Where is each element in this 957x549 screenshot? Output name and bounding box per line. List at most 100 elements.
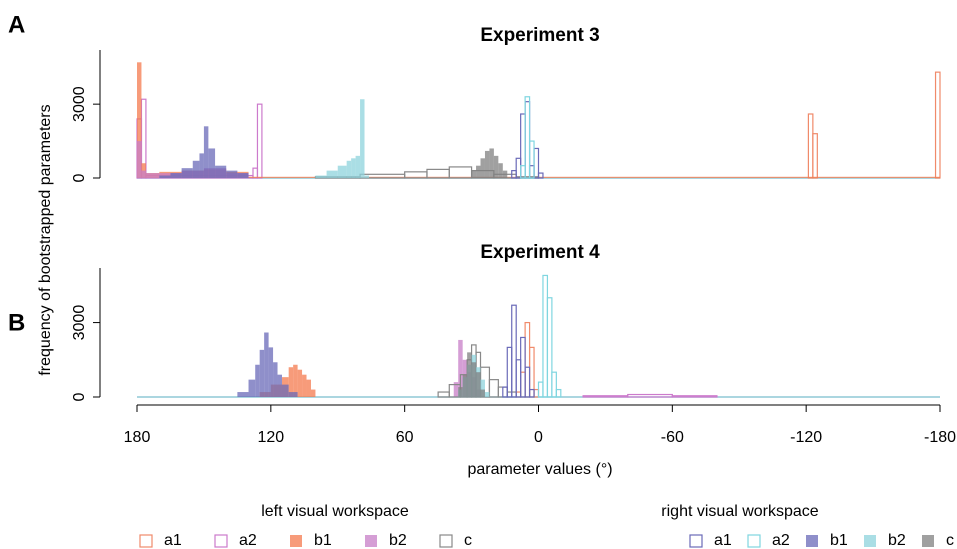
x-axis-label: parameter values (°) — [467, 461, 612, 478]
legend-title: right visual workspace — [661, 503, 819, 520]
legend-swatch — [214, 534, 228, 548]
x-tick-label: -180 — [924, 429, 956, 446]
histogram-bar — [355, 155, 361, 178]
histogram-bar — [237, 173, 249, 178]
histogram-bar — [159, 175, 171, 178]
histogram-bar — [346, 160, 352, 178]
legend-label: b2 — [389, 532, 407, 549]
histogram-bar — [671, 395, 718, 398]
histogram-bar — [537, 172, 544, 179]
y-tick-label: 3000 — [71, 305, 88, 341]
histogram-bar — [480, 158, 485, 178]
histogram-bar — [471, 170, 477, 178]
legend-swatch — [139, 534, 153, 548]
histogram-bar — [256, 103, 263, 179]
histogram-bar — [807, 113, 814, 179]
histogram-bar — [520, 371, 526, 398]
histogram-bar — [480, 379, 485, 397]
histogram-bar — [537, 381, 544, 398]
histogram-bar — [528, 165, 535, 179]
histogram-bar — [524, 366, 531, 398]
histogram-bar — [302, 374, 307, 397]
histogram-bar — [181, 168, 193, 178]
panel-label: B — [8, 309, 25, 336]
legend-label: b1 — [830, 532, 848, 549]
histogram-bar — [310, 389, 316, 397]
histogram-bar — [462, 374, 468, 397]
histogram-bar — [484, 392, 490, 397]
histogram-bar — [288, 392, 298, 397]
histogram-bar — [137, 62, 142, 178]
histogram-bar — [480, 389, 485, 397]
histogram-bar — [297, 369, 303, 397]
histogram-bar — [208, 148, 216, 178]
histogram-bar — [502, 170, 508, 178]
histogram-bar — [528, 140, 535, 179]
histogram-bar — [199, 153, 204, 178]
legend-swatch — [365, 535, 377, 547]
histogram-bar — [141, 170, 146, 178]
histogram-bar — [506, 346, 513, 398]
y-tick-label: 3000 — [71, 86, 88, 122]
histogram-bar — [493, 155, 499, 178]
histogram-bar — [627, 393, 673, 398]
chart-title: Experiment 3 — [480, 25, 599, 46]
histogram-bar — [546, 297, 553, 398]
histogram-bar — [315, 175, 327, 178]
y-tick-label: 0 — [71, 392, 88, 401]
histogram-bar — [264, 332, 269, 397]
histogram-bar — [360, 99, 365, 178]
histogram-bar — [215, 165, 227, 178]
histogram-bar — [502, 386, 508, 398]
chart-title: Experiment 4 — [480, 242, 600, 263]
x-tick-label: -60 — [661, 429, 684, 446]
legend-swatch — [806, 535, 818, 547]
legend-swatch — [290, 535, 302, 547]
legend-label: c — [464, 532, 472, 549]
histogram-bar — [351, 158, 356, 178]
histogram-bar — [293, 364, 298, 397]
histogram-bar — [515, 359, 522, 398]
x-tick-label: 180 — [124, 429, 151, 446]
histogram-bar — [533, 147, 540, 179]
histogram-bar — [551, 371, 557, 398]
histogram-bar — [524, 321, 531, 398]
histogram-bar — [533, 388, 540, 398]
legend-swatch — [864, 535, 876, 547]
histogram-bar — [520, 336, 526, 398]
histogram-bar — [520, 113, 526, 179]
histogram-bar — [498, 163, 503, 178]
histogram-bar — [453, 382, 459, 397]
histogram-bar — [248, 176, 940, 178]
histogram-bar — [255, 364, 260, 397]
histogram-bar — [524, 101, 531, 179]
histogram-bar — [515, 157, 522, 179]
legend-label: a1 — [164, 532, 182, 549]
legend-label: b1 — [314, 532, 332, 549]
histogram-bar — [203, 126, 209, 178]
histogram-bar — [145, 173, 182, 178]
legend-label: b2 — [888, 532, 906, 549]
histogram-bar — [934, 71, 941, 179]
histogram-bar — [248, 379, 256, 397]
histogram-bar — [273, 362, 278, 397]
histogram-bar — [511, 304, 517, 398]
histogram-bar — [364, 175, 369, 178]
histogram-bar — [226, 170, 238, 178]
histogram-bar — [489, 148, 494, 178]
histogram-bar — [458, 339, 463, 397]
legend-swatch — [439, 534, 453, 548]
histogram-bar — [281, 384, 289, 397]
histogram-bar — [337, 165, 347, 178]
histogram-bar — [426, 168, 450, 179]
histogram-bar — [471, 362, 477, 397]
histogram-bar — [458, 387, 463, 397]
y-axis-label: frequency of bootstrapped parameters — [37, 104, 54, 375]
histogram-bar — [476, 372, 481, 397]
histogram-bar — [192, 160, 200, 178]
legend-swatch — [689, 534, 703, 548]
histogram-bar — [542, 274, 549, 398]
histogram-bar — [524, 96, 531, 179]
histogram-bar — [488, 379, 499, 398]
